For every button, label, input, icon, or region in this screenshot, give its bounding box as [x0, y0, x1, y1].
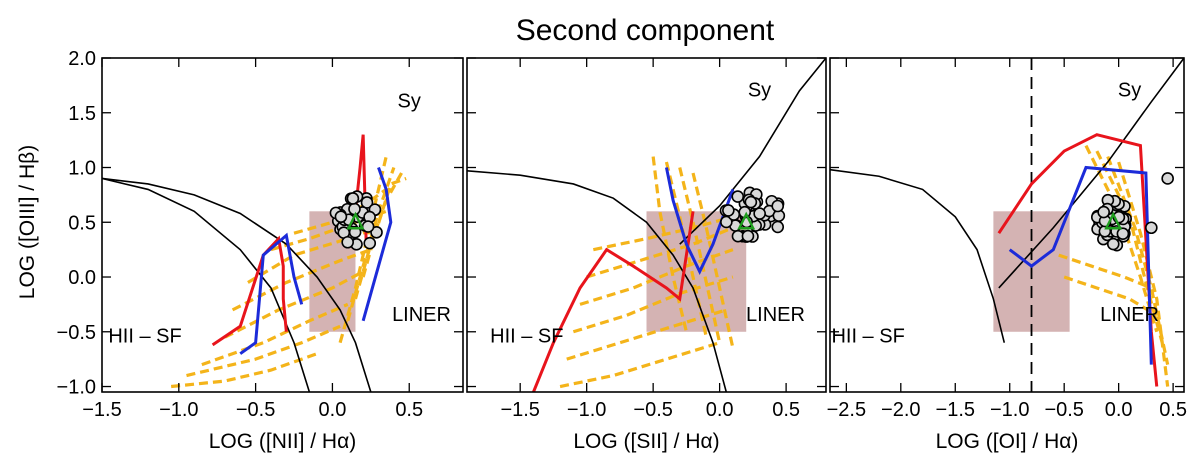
y-tick-label: 0.0	[68, 267, 96, 289]
demarcation-curve	[467, 169, 728, 392]
panel-1-plot-area	[102, 134, 407, 392]
data-point	[771, 220, 785, 234]
figure-title: Second component	[516, 14, 775, 47]
data-point	[744, 195, 758, 209]
data-point	[1145, 221, 1158, 235]
demarcation-curve	[679, 58, 826, 245]
x-tick-label: 0.0	[706, 399, 734, 421]
y-tick-label: 1.5	[68, 103, 96, 125]
model-track-line	[361, 167, 393, 322]
region-label: LINER	[1100, 304, 1159, 326]
panel-2-plot-area	[467, 58, 826, 392]
data-point	[1116, 227, 1130, 241]
region-label: HII – SF	[108, 326, 181, 348]
panel-3-plot-area	[830, 58, 1184, 392]
panel-frame	[829, 57, 1185, 393]
panel-frame	[466, 57, 827, 393]
data-point	[348, 202, 361, 216]
model-dashed-line	[1106, 155, 1170, 365]
x-tick-label: −2.5	[827, 399, 866, 421]
mean-triangle-marker	[346, 211, 365, 230]
x-tick-label: 0.5	[395, 399, 423, 421]
model-dashed-line	[170, 352, 318, 389]
data-point	[720, 215, 733, 229]
model-dashed-line	[691, 172, 735, 349]
model-dashed-line	[592, 215, 734, 252]
y-axis-label: LOG ([OIII] / Hβ)	[16, 145, 39, 299]
model-dashed-line	[1063, 275, 1158, 317]
x-axis-label: LOG ([OI] / Hα)	[936, 430, 1079, 453]
model-dashed-line	[224, 270, 364, 339]
region-label: Sy	[398, 90, 421, 112]
model-track-line	[532, 211, 695, 392]
x-axis-label: LOG ([SII] / Hα)	[573, 430, 719, 453]
data-point	[1161, 172, 1174, 185]
x-tick-label: −0.5	[1044, 399, 1083, 421]
data-point	[334, 210, 348, 224]
y-tick-label: 2.0	[68, 48, 96, 70]
model-dashed-line	[201, 302, 349, 367]
x-axis-label: LOG ([NII] / Hα)	[209, 430, 356, 453]
y-tick-label: 0.5	[68, 212, 96, 234]
region-label: LINER	[392, 304, 451, 326]
panel-frame	[101, 57, 464, 393]
x-tick-label: −0.5	[633, 399, 672, 421]
x-tick-label: −1.5	[500, 399, 539, 421]
data-point	[341, 235, 354, 249]
x-tick-label: −0.5	[236, 399, 275, 421]
model-dashed-line	[1095, 150, 1164, 344]
x-tick-label: 0.0	[319, 399, 347, 421]
demarcation-curve	[830, 168, 1006, 343]
x-tick-label: −1.5	[82, 399, 121, 421]
model-dashed-line	[361, 176, 407, 278]
data-point	[370, 226, 383, 239]
x-tick-label: −1.0	[990, 399, 1029, 421]
demarcation-curve	[102, 177, 311, 392]
data-point	[741, 229, 755, 243]
model-dashed-line	[579, 248, 734, 306]
model-track-line	[664, 167, 735, 275]
data-point	[1106, 237, 1120, 251]
mean-triangle-marker	[737, 211, 756, 230]
x-tick-label: 0.5	[772, 399, 800, 421]
data-point	[722, 204, 735, 217]
model-dashed-line	[186, 324, 341, 378]
x-tick-label: −2.0	[881, 399, 920, 421]
model-dashed-line	[1117, 161, 1170, 387]
model-dashed-line	[586, 226, 734, 279]
model-track-line	[353, 134, 368, 245]
data-point	[346, 192, 360, 205]
y-tick-label: −0.5	[57, 322, 96, 344]
data-point	[361, 220, 375, 233]
model-dashed-line	[247, 226, 380, 284]
data-point	[363, 236, 377, 250]
data-point	[731, 190, 745, 203]
model-track-line	[211, 235, 288, 347]
x-tick-label: 0.5	[1159, 399, 1187, 421]
demarcation-curve	[998, 58, 1184, 289]
mean-triangle-marker	[1104, 211, 1123, 230]
demarcation-curve	[102, 177, 372, 392]
x-tick-label: −1.0	[567, 399, 606, 421]
model-track-line	[1008, 165, 1153, 365]
region-label: HII – SF	[490, 326, 563, 348]
model-dashed-line	[651, 156, 688, 333]
y-tick-label: −1.0	[57, 377, 96, 399]
x-tick-label: 0.0	[1105, 399, 1133, 421]
x-tick-label: −1.0	[159, 399, 198, 421]
region-label: LINER	[746, 304, 805, 326]
region-label: Sy	[1118, 79, 1141, 101]
x-tick-label: −1.5	[936, 399, 975, 421]
model-track-line	[239, 232, 304, 355]
data-point	[1097, 205, 1110, 219]
region-label: Sy	[748, 79, 771, 101]
model-dashed-line	[1058, 253, 1152, 290]
data-point	[753, 207, 766, 220]
region-label: HII – SF	[831, 326, 904, 348]
model-dashed-line	[559, 341, 721, 389]
data-point	[771, 199, 785, 213]
y-tick-label: 1.0	[68, 158, 96, 180]
model-dashed-line	[678, 167, 722, 344]
